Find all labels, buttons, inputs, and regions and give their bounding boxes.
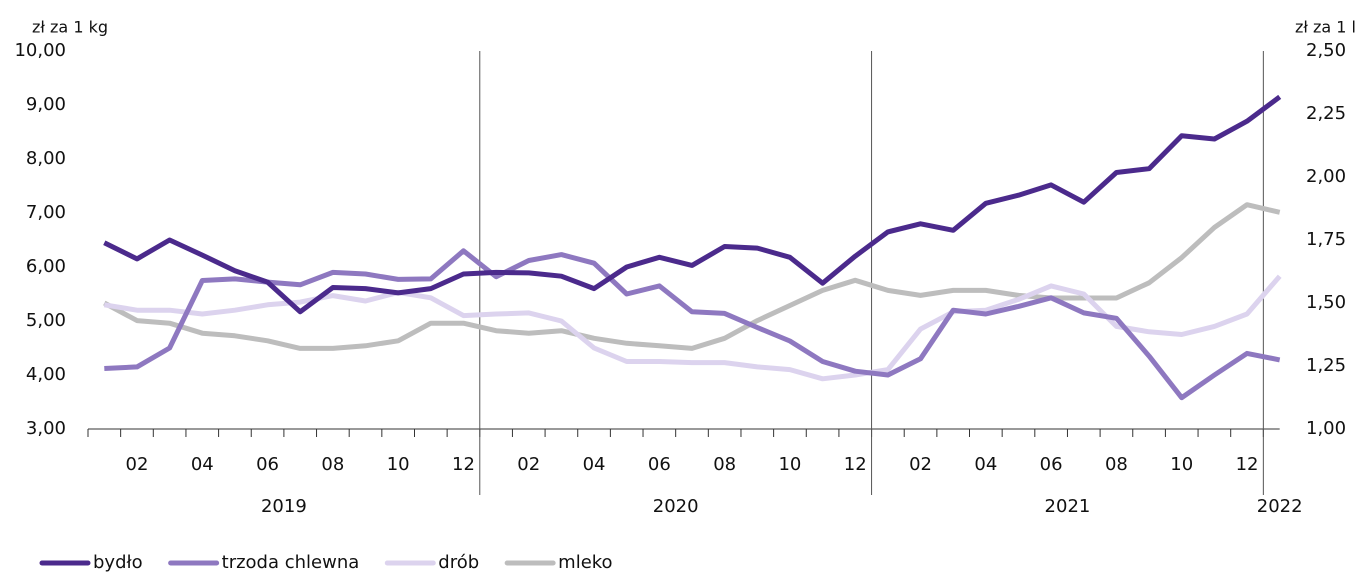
x-tick-label: 12 xyxy=(452,454,475,475)
year-label: 2022 xyxy=(1257,496,1303,517)
series-line xyxy=(103,94,1282,315)
year-label: 2020 xyxy=(653,496,699,517)
y-tick-label: 7,00 xyxy=(26,202,66,223)
y-tick-label: 3,00 xyxy=(26,418,66,439)
y-axis-title: zł za 1 kg xyxy=(32,18,108,37)
y-tick-label: 5,00 xyxy=(26,310,66,331)
x-tick-label: 06 xyxy=(256,454,279,475)
x-tick-label: 10 xyxy=(1170,454,1193,475)
y2-tick-label: 2,25 xyxy=(1306,103,1346,124)
x-tick-label: 12 xyxy=(844,454,867,475)
x-tick-label: 02 xyxy=(517,454,540,475)
legend-label: mleko xyxy=(558,552,612,573)
legend-label: trzoda chlewna xyxy=(222,552,360,573)
year-label: 2019 xyxy=(261,496,307,517)
y-tick-label: 6,00 xyxy=(26,256,66,277)
x-tick-label: 06 xyxy=(648,454,671,475)
x-tick-label: 02 xyxy=(909,454,932,475)
series-line xyxy=(104,248,1281,401)
y-tick-label: 10,00 xyxy=(14,40,66,61)
x-tick-label: 08 xyxy=(321,454,344,475)
x-tick-label: 04 xyxy=(191,454,214,475)
x-tick-label: 08 xyxy=(1105,454,1128,475)
legend-label: bydło xyxy=(93,552,143,573)
series-line xyxy=(103,274,1282,382)
y2-tick-label: 1,25 xyxy=(1306,355,1346,376)
legend-label: drób xyxy=(438,552,479,573)
x-tick-label: 10 xyxy=(387,454,410,475)
y2-axis-title: zł za 1 l xyxy=(1295,18,1356,37)
x-tick-label: 06 xyxy=(1040,454,1063,475)
y-tick-label: 4,00 xyxy=(26,364,66,385)
x-tick-label: 04 xyxy=(583,454,606,475)
y2-tick-label: 1,00 xyxy=(1306,418,1346,439)
x-tick-label: 08 xyxy=(713,454,736,475)
x-tick-label: 12 xyxy=(1236,454,1259,475)
y2-tick-label: 2,50 xyxy=(1306,40,1346,61)
x-tick-label: 04 xyxy=(974,454,997,475)
y-tick-label: 9,00 xyxy=(26,94,66,115)
y2-tick-label: 2,00 xyxy=(1306,166,1346,187)
series-line xyxy=(103,202,1281,351)
y-tick-label: 8,00 xyxy=(26,148,66,169)
x-tick-label: 10 xyxy=(778,454,801,475)
y2-tick-label: 1,75 xyxy=(1306,229,1346,250)
x-tick-label: 02 xyxy=(126,454,149,475)
year-label: 2021 xyxy=(1045,496,1091,517)
y2-tick-label: 1,50 xyxy=(1306,292,1346,313)
